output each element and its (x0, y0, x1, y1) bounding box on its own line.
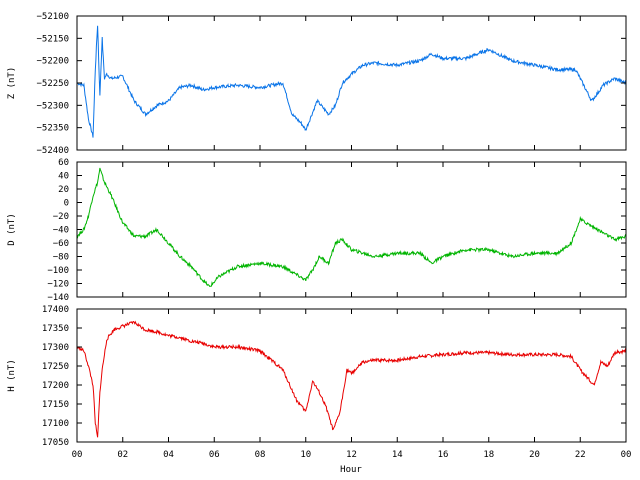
x-tick-label: 04 (163, 450, 174, 460)
h-plot-frame (76, 308, 627, 443)
d-series-line (76, 167, 627, 287)
y-tick-label: −80 (53, 253, 69, 263)
y-tick-label: −20 (53, 212, 69, 222)
y-tick-label: 17050 (42, 438, 69, 448)
y-tick-label: −52300 (36, 101, 69, 111)
x-tick-label: 08 (255, 450, 266, 460)
y-tick-label: −52200 (36, 57, 69, 67)
h-component-panel: 17400 17350 17300 17250 17200 17150 17100 17050… (7, 305, 631, 460)
x-tick-label: 00 (621, 450, 632, 460)
d-y-axis-title: D (nT) (7, 213, 17, 246)
x-tick-label: 18 (483, 450, 494, 460)
y-tick-label: −120 (47, 280, 69, 290)
y-tick-label: −40 (53, 226, 69, 236)
d-plot-frame (76, 161, 627, 298)
x-tick-label: 06 (209, 450, 220, 460)
y-tick-label: 17300 (42, 343, 69, 353)
y-tick-label: 40 (58, 172, 69, 182)
y-tick-label: 17250 (42, 362, 69, 372)
y-tick-label: 17400 (42, 305, 69, 315)
y-tick-label: −100 (47, 266, 69, 276)
y-tick-label: −140 (47, 293, 69, 303)
x-tick-label: 14 (392, 450, 403, 460)
y-tick-label: 17150 (42, 400, 69, 410)
y-tick-label: 17100 (42, 419, 69, 429)
z-y-axis-title: Z (nT) (7, 67, 17, 100)
y-tick-label: 0 (64, 199, 69, 209)
y-tick-label: −52250 (36, 79, 69, 89)
y-tick-label: 60 (58, 158, 69, 168)
x-tick-label: 00 (72, 450, 83, 460)
h-series-line (76, 320, 627, 438)
y-tick-label: −52350 (36, 124, 69, 134)
x-tick-label: 22 (575, 450, 586, 460)
x-tick-label: 10 (300, 450, 311, 460)
x-tick-label: 20 (529, 450, 540, 460)
y-tick-label: 17350 (42, 324, 69, 334)
y-tick-label: −60 (53, 239, 69, 249)
y-tick-label: −52400 (36, 146, 69, 156)
h-y-axis-title: H (nT) (7, 359, 17, 392)
z-series-line (76, 25, 627, 138)
x-tick-label: 12 (346, 450, 357, 460)
y-tick-label: 20 (58, 185, 69, 195)
x-tick-label: 16 (438, 450, 449, 460)
z-component-panel: −52100 −52150 −52200 −52250 −52300 −52350 −524… (7, 12, 627, 156)
z-plot-frame (76, 15, 627, 151)
x-axis-title: Hour (340, 465, 362, 475)
y-tick-label: −52150 (36, 34, 69, 44)
y-tick-label: 17200 (42, 381, 69, 391)
d-component-panel: 60 40 20 0 −20 −40 −60 −80 −100 −120 −140 D (nT) (7, 158, 627, 303)
x-tick-label: 02 (117, 450, 128, 460)
y-tick-label: −52100 (36, 12, 69, 22)
